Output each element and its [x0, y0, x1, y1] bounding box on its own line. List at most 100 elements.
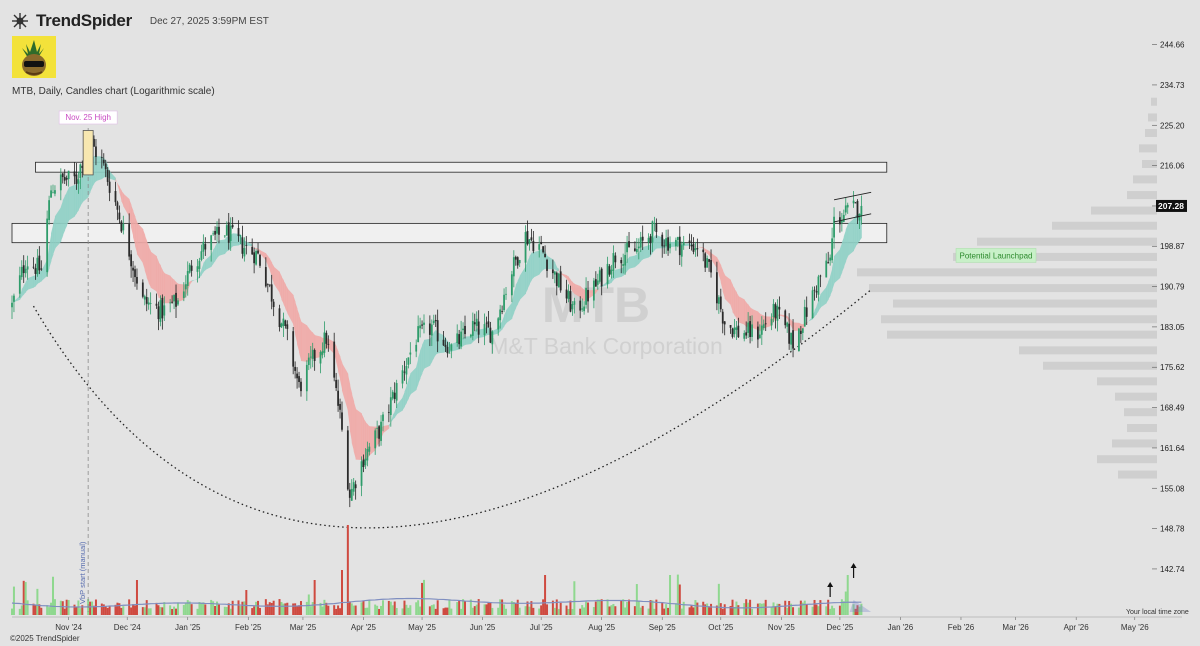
candle-body	[655, 223, 658, 233]
candle-body	[272, 301, 275, 308]
candle-body	[415, 344, 418, 352]
ema-ribbon-segment	[527, 256, 530, 290]
volume-bar	[546, 604, 549, 615]
ema-ribbon-segment	[60, 200, 64, 242]
volume-bar	[715, 605, 718, 615]
volume-bar	[217, 604, 220, 615]
volume-bar	[840, 599, 843, 615]
candle-body	[391, 391, 394, 399]
ema-ribbon-segment	[109, 171, 116, 181]
candle-body	[223, 235, 226, 237]
ema-ribbon-segment	[191, 278, 198, 282]
volume-profile-bar	[953, 252, 1157, 261]
time-tick-label: Mar '25	[290, 623, 317, 632]
volume-bar	[73, 604, 76, 615]
volume-bar	[395, 607, 398, 615]
candle-body	[132, 267, 134, 271]
last-price-value: 207.28	[1158, 201, 1184, 211]
snapshot-datetime: Dec 27, 2025 3:59PM EST	[149, 15, 269, 27]
volume-bar	[829, 608, 832, 615]
time-tick-label: Nov '25	[768, 623, 795, 632]
candle-body	[401, 370, 404, 384]
volume-bar	[169, 605, 172, 615]
volume-pullback-wedge	[849, 600, 872, 612]
ema-ribbon-segment	[711, 252, 718, 269]
ema-ribbon-segment	[830, 267, 833, 296]
volume-profile-bar	[1145, 129, 1157, 138]
volume-bar	[649, 600, 652, 615]
candle-body	[200, 251, 203, 260]
volume-profile-bar	[881, 315, 1157, 324]
candle-body	[758, 334, 761, 339]
volume-bar	[612, 603, 615, 615]
ema-ribbon-segment	[265, 253, 269, 266]
candle-body	[348, 489, 351, 498]
volume-bar	[134, 605, 137, 615]
volume-bar	[380, 605, 383, 615]
ema-ribbon-segment	[258, 248, 261, 254]
volume-bar	[801, 602, 804, 615]
candle-body	[786, 322, 789, 327]
volume-bar	[325, 602, 328, 615]
ema-ribbon-segment	[402, 391, 405, 411]
time-tick-label: Dec '25	[826, 623, 853, 632]
candle-body	[120, 221, 123, 232]
candle-body	[813, 289, 816, 291]
ema-ribbon-segment	[730, 279, 733, 313]
volume-bar	[790, 603, 793, 615]
candle-body	[171, 301, 174, 303]
candle-body	[471, 320, 474, 336]
volume-bar	[93, 605, 96, 615]
volume-bar	[376, 605, 379, 615]
ema-ribbon-segment	[609, 277, 612, 284]
volume-bar	[706, 603, 709, 615]
ema-ribbon-segment	[95, 156, 103, 182]
last-price-badge	[1156, 199, 1187, 212]
volume-bar	[694, 600, 697, 615]
volume-bar	[354, 605, 357, 615]
candle-body	[661, 234, 664, 247]
candle-body	[333, 341, 336, 378]
arrow-up-icon	[850, 563, 857, 568]
nov25-high-box	[82, 130, 94, 176]
candle-body	[567, 290, 570, 300]
candle-body	[469, 334, 472, 337]
ema-ribbon-segment	[515, 280, 519, 308]
candle-body	[583, 306, 586, 312]
ema-ribbon-segment	[588, 289, 595, 300]
ema-ribbon-segment	[39, 270, 42, 283]
candle-body	[255, 250, 257, 265]
volume-bar	[391, 605, 394, 615]
candle-body	[339, 404, 341, 410]
ema-ribbon-segment	[336, 346, 339, 372]
ema-ribbon-segment	[847, 218, 854, 257]
candle-body	[198, 260, 201, 269]
volume-bar	[620, 600, 623, 615]
ema-ribbon-segment	[300, 321, 308, 362]
candle-body	[243, 248, 246, 257]
candle-body	[374, 430, 377, 449]
candle-body	[102, 159, 105, 164]
candle-body	[128, 224, 131, 257]
volume-profile-bar	[893, 299, 1157, 308]
timezone-label: Your local time zone	[1126, 609, 1189, 616]
volume-bar	[594, 601, 597, 615]
candle-body	[559, 271, 562, 291]
volume-bar	[198, 602, 201, 615]
volume-bar	[348, 601, 351, 615]
candle-body	[77, 179, 80, 184]
candle-body	[581, 308, 584, 310]
volume-bar	[635, 584, 638, 615]
time-axis[interactable]: Nov '24 Dec '24 Jan '25 Feb '25 Mar '25 Apr '…	[12, 616, 1182, 632]
volume-bar	[251, 608, 254, 615]
volume-bar	[292, 603, 295, 615]
volume-profile-bar	[1118, 470, 1157, 479]
ema-ribbon-segment	[529, 252, 532, 285]
ema-ribbon-segment	[722, 270, 726, 299]
ema-ribbon-segment	[625, 259, 628, 274]
ema-ribbon-segment	[627, 256, 630, 271]
volume-bar	[34, 604, 37, 615]
volume-bar	[225, 607, 228, 615]
ema-ribbon-segment	[224, 236, 228, 254]
